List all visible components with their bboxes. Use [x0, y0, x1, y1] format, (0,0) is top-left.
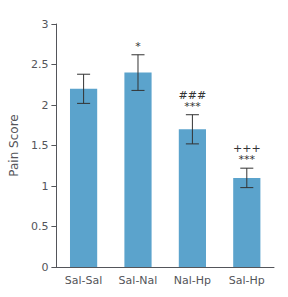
svg-text:3: 3 [41, 18, 48, 31]
svg-text:+++: +++ [233, 142, 261, 155]
svg-text:Sal-Nal: Sal-Nal [119, 274, 158, 287]
svg-text:Sal-Sal: Sal-Sal [65, 274, 103, 287]
svg-text:Sal-Hp: Sal-Hp [229, 274, 265, 287]
svg-text:1: 1 [41, 180, 48, 193]
svg-text:1.5: 1.5 [31, 139, 49, 152]
svg-text:0.5: 0.5 [31, 220, 49, 233]
svg-text:Nal-Hp: Nal-Hp [174, 274, 211, 287]
svg-text:*: * [135, 40, 141, 53]
svg-text:0: 0 [41, 261, 48, 274]
svg-text:2: 2 [41, 99, 48, 112]
svg-text:###: ### [179, 89, 207, 102]
svg-text:2.5: 2.5 [31, 58, 49, 71]
svg-text:Pain Score: Pain Score [7, 114, 21, 176]
